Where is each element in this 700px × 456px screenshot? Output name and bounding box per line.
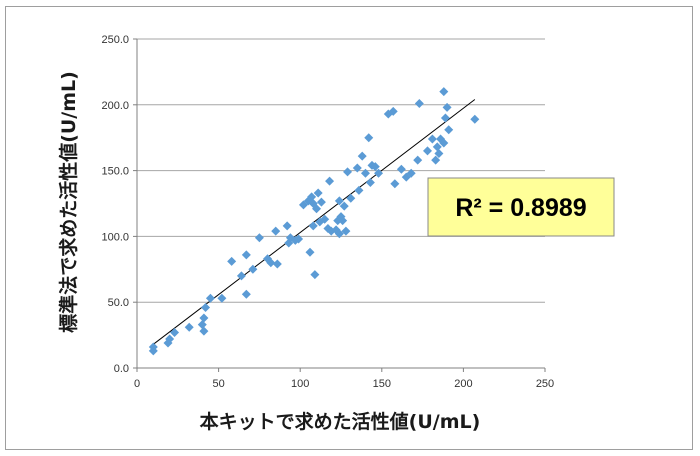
- data-point: [312, 204, 322, 214]
- r-squared-label: R² = 0.8989: [455, 194, 586, 222]
- data-point: [341, 226, 351, 236]
- y-axis-title: 標準法で求めた活性値(U/mL): [57, 71, 80, 333]
- data-point: [338, 216, 348, 226]
- data-point: [427, 134, 437, 144]
- data-point: [148, 342, 158, 352]
- data-point: [422, 146, 432, 156]
- y-tick-label: 0.0: [114, 363, 129, 375]
- data-point: [334, 229, 344, 239]
- data-point: [390, 179, 400, 189]
- data-point: [305, 247, 315, 257]
- r-squared-annotation: R² = 0.8989: [427, 177, 615, 237]
- y-tick-label: 50.0: [108, 297, 129, 309]
- x-tick-label: 100: [291, 378, 309, 390]
- data-point: [432, 142, 442, 152]
- data-point: [364, 133, 374, 143]
- data-point: [184, 322, 194, 332]
- linear-trendline: [153, 99, 476, 345]
- data-point: [217, 293, 227, 303]
- data-point: [241, 289, 251, 299]
- data-point: [354, 185, 364, 195]
- data-point: [282, 221, 292, 231]
- data-point: [201, 302, 211, 312]
- data-point: [320, 214, 330, 224]
- x-tick-label: 150: [373, 378, 391, 390]
- data-point: [316, 197, 326, 207]
- x-tick-label: 0: [134, 378, 140, 390]
- data-point: [199, 313, 209, 323]
- data-point: [165, 334, 175, 344]
- data-point: [241, 250, 251, 260]
- chart-svg: 0.0 50.0 100.0 150.0 200.0 250.0 0 50 100 150 200 2…: [57, 34, 615, 433]
- data-point: [370, 162, 380, 172]
- data-point: [271, 226, 281, 236]
- data-point: [444, 125, 454, 135]
- tick-labels: 0.0 50.0 100.0 150.0 200.0 250.0 0 50 100 150 200 2…: [101, 34, 554, 390]
- gridlines: [137, 38, 545, 303]
- data-point: [199, 326, 209, 336]
- trendline: [153, 99, 476, 345]
- data-point: [197, 320, 207, 330]
- data-point: [352, 163, 362, 173]
- data-point: [357, 151, 367, 161]
- data-point: [266, 258, 276, 268]
- data-point: [434, 148, 444, 158]
- data-point: [442, 102, 452, 112]
- data-point: [254, 233, 264, 243]
- data-point: [431, 155, 441, 165]
- data-point: [170, 327, 180, 337]
- data-point: [294, 234, 304, 244]
- x-tick-label: 250: [536, 378, 554, 390]
- x-tick-label: 50: [212, 378, 224, 390]
- data-point: [334, 196, 344, 206]
- data-point: [205, 293, 215, 303]
- data-point: [227, 256, 237, 266]
- data-point: [388, 106, 398, 116]
- data-point: [439, 138, 449, 148]
- r-squared-box: [427, 177, 615, 237]
- chart-frame: 0.0 50.0 100.0 150.0 200.0 250.0 0 50 100 150 200 2…: [5, 6, 693, 450]
- data-point: [236, 271, 246, 281]
- y-tick-label: 150.0: [101, 166, 129, 178]
- data-point: [440, 113, 450, 123]
- axes: [133, 38, 546, 372]
- data-point: [272, 259, 282, 269]
- data-point: [343, 167, 353, 177]
- data-point: [374, 168, 384, 178]
- data-point: [413, 155, 423, 165]
- data-point: [470, 114, 480, 124]
- y-tick-label: 200.0: [101, 100, 129, 112]
- data-point: [439, 87, 449, 97]
- data-point: [365, 177, 375, 187]
- data-point: [346, 193, 356, 203]
- data-point: [307, 192, 317, 202]
- data-points: [148, 87, 480, 356]
- y-tick-label: 100.0: [101, 231, 129, 243]
- data-point: [313, 188, 323, 198]
- data-point: [406, 168, 416, 178]
- data-point: [325, 176, 335, 186]
- data-point: [339, 201, 349, 211]
- data-point: [414, 98, 424, 108]
- x-tick-label: 200: [454, 378, 472, 390]
- data-point: [360, 168, 370, 178]
- data-point: [308, 221, 318, 231]
- y-tick-label: 250.0: [101, 34, 129, 46]
- data-point: [310, 270, 320, 280]
- data-point: [396, 164, 406, 174]
- x-axis-title: 本キットで求めた活性値(U/mL): [200, 410, 481, 433]
- data-point: [248, 264, 258, 274]
